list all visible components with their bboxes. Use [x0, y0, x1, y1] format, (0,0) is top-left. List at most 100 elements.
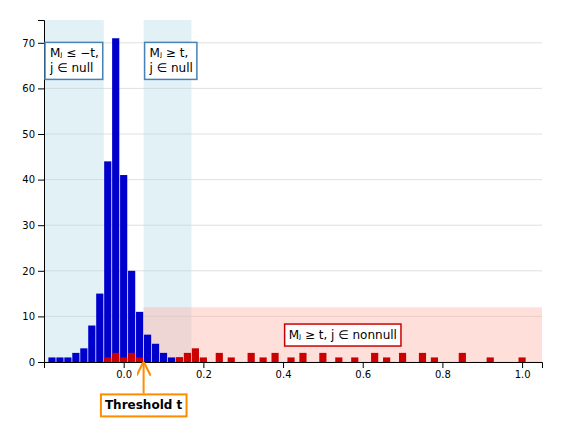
y-axis: 0 10 20 30 40 50 60 70 [22, 21, 44, 368]
bar [335, 357, 342, 362]
annotation-line: Mⱼ ≥ t, j ∈ nonnull [289, 328, 397, 342]
bar [287, 357, 294, 362]
y-tick-mark [38, 316, 44, 317]
bar [56, 357, 63, 362]
y-tick-label: 50 [22, 129, 35, 140]
bar [48, 357, 55, 362]
x-tick-label: 0.8 [435, 369, 451, 380]
y-tick: 40 [22, 174, 44, 185]
y-tick-mark [38, 180, 44, 181]
bar [112, 353, 119, 362]
x-tick-label: 0.4 [276, 369, 292, 380]
y-tick: 60 [22, 83, 44, 94]
y-tick-label: 60 [22, 83, 35, 94]
bar [152, 344, 159, 362]
bar [176, 357, 183, 362]
bar [80, 348, 87, 362]
y-tick-label: 40 [22, 174, 35, 185]
x-tick-label: 0.2 [196, 369, 212, 380]
y-tick: 50 [22, 129, 44, 140]
threshold-label: Threshold t [105, 398, 183, 412]
y-tick: 30 [22, 220, 44, 231]
bar [383, 357, 390, 362]
bar [120, 175, 127, 362]
x-tick: 0.8 [435, 362, 451, 380]
bar [371, 353, 378, 362]
y-tick-label: 0 [29, 357, 35, 368]
x-tick-label: 1.0 [515, 369, 531, 380]
bar [518, 357, 525, 362]
annotation-box [285, 324, 401, 346]
x-tick: 0.0 [116, 362, 132, 380]
annotation-line: Mⱼ ≤ −t, [50, 46, 99, 60]
bar [120, 357, 127, 362]
x-axis: 0.0 0.2 0.4 0.6 0.8 1.0 [45, 362, 543, 380]
bar [399, 353, 406, 362]
y-tick: 10 [22, 311, 44, 322]
bar [104, 357, 111, 362]
y-tick-label: 70 [22, 38, 35, 49]
x-tick-mark [203, 362, 204, 368]
y-tick-label: 10 [22, 311, 35, 322]
bar [128, 271, 135, 362]
bar [216, 353, 223, 362]
bar [192, 348, 199, 362]
annotation-text: Mⱼ ≥ t, j ∈ nonnull [289, 328, 397, 342]
bar [487, 357, 494, 362]
y-tick-mark [38, 362, 44, 363]
bar-series [176, 348, 526, 362]
x-tick-mark [363, 362, 364, 368]
bar [200, 357, 207, 362]
x-tick: 0.4 [276, 362, 292, 380]
bar-series [48, 38, 183, 362]
bar [64, 357, 71, 362]
bar [299, 353, 306, 362]
bar [104, 161, 111, 362]
bar [248, 353, 255, 362]
bar [228, 357, 235, 362]
bar [319, 353, 326, 362]
threshold-box [101, 394, 187, 416]
annotation-box [145, 42, 197, 79]
bar [112, 38, 119, 362]
annotation: Mⱼ ≥ t,j ∈ null [145, 42, 197, 79]
annotation-box [45, 42, 103, 79]
y-tick-label: 30 [22, 220, 35, 231]
bar [176, 357, 183, 362]
x-tick-label: 0.6 [355, 369, 371, 380]
y-tick-mark [38, 134, 44, 135]
threshold-arrow [143, 363, 145, 393]
x-tick-mark [124, 362, 125, 368]
y-tick-mark [38, 88, 44, 89]
x-tick-mark [283, 362, 284, 368]
y-tick-label: 20 [22, 266, 35, 277]
x-tick-mark [522, 362, 523, 368]
x-tick: 0.2 [196, 362, 212, 380]
y-tick: 70 [22, 38, 44, 49]
x-tick-label: 0.0 [116, 369, 132, 380]
bar [419, 353, 426, 362]
y-tick-mark [38, 43, 44, 44]
x-axis-line [45, 363, 543, 369]
y-tick: 20 [22, 266, 44, 277]
bar [431, 357, 438, 362]
bar [271, 353, 278, 362]
annotation: Mⱼ ≥ t, j ∈ nonnull [285, 324, 401, 346]
annotation-line: j ∈ null [49, 61, 93, 75]
bar [136, 312, 143, 362]
shaded-region [44, 20, 104, 362]
bar [72, 353, 79, 362]
y-axis-line [38, 21, 45, 363]
shaded-region [144, 307, 542, 362]
bar [160, 353, 167, 362]
annotation-line: Mⱼ ≥ t, [150, 46, 189, 60]
y-tick-mark [38, 225, 44, 226]
x-tick: 0.6 [355, 362, 371, 380]
x-tick-mark [442, 362, 443, 368]
bar [168, 357, 175, 362]
annotation-text: Mⱼ ≤ −t,j ∈ null [49, 46, 99, 75]
chart-svg: 0.0 0.2 0.4 0.6 0.8 1.0 0 10 20 30 40 50 60 70 Mⱼ ≤ −t… [0, 0, 564, 436]
bar [128, 353, 135, 362]
chart-container: 0.0 0.2 0.4 0.6 0.8 1.0 0 10 20 30 40 50 60 70 Mⱼ ≤ −t… [0, 0, 564, 436]
y-tick-mark [38, 271, 44, 272]
